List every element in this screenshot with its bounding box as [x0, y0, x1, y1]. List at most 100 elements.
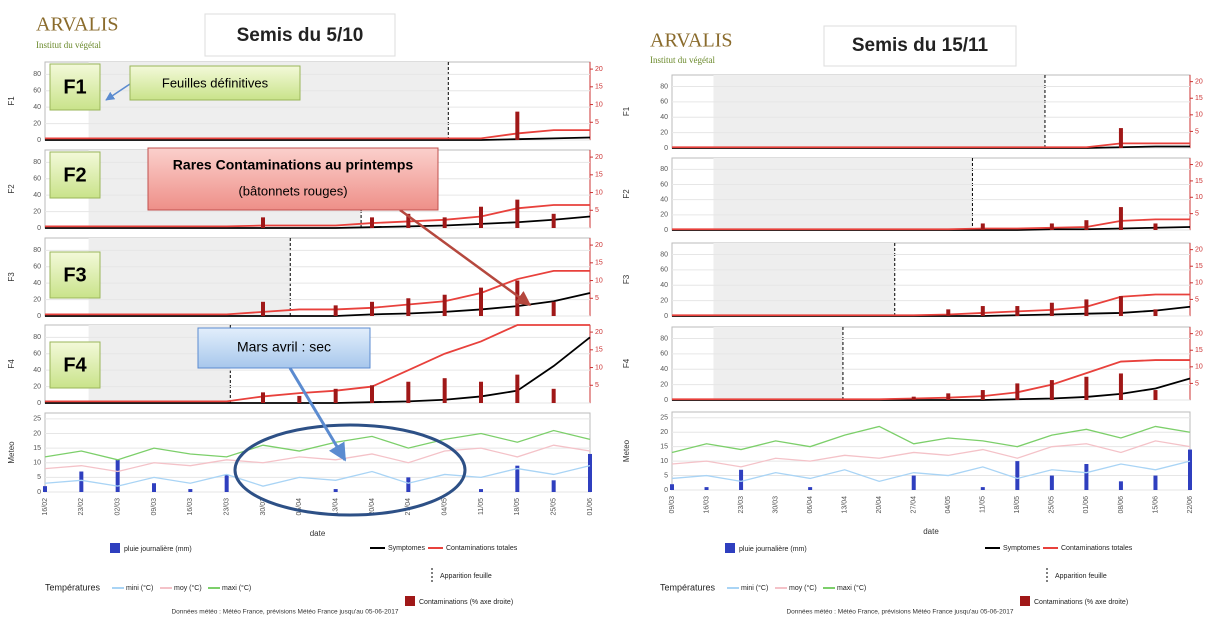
legend-label: pluie journalière (mm)	[739, 546, 807, 553]
bar	[911, 475, 916, 490]
y-axis-label: F1	[622, 106, 631, 116]
y-tick-label: 25	[660, 415, 668, 422]
legend-label: Apparition feuille	[1055, 573, 1107, 580]
y-tick-label: 5	[37, 474, 41, 481]
series-line	[671, 440, 1191, 468]
y2-tick-label: 10	[595, 277, 603, 284]
arrow	[288, 367, 347, 462]
bar	[1049, 302, 1054, 316]
x-tick-label: 25/05	[1049, 496, 1056, 514]
x-tick-label: 23/03	[738, 496, 745, 514]
bar	[370, 385, 374, 403]
y-tick-label: 80	[660, 166, 668, 173]
y-tick-label: 80	[33, 334, 41, 341]
y-tick-label: 10	[33, 460, 41, 467]
bar	[739, 469, 744, 490]
bar	[980, 306, 985, 316]
x-tick-label: 04/05	[442, 498, 449, 516]
y2-tick-label: 20	[1195, 330, 1203, 337]
y2-tick-label: 5	[595, 119, 599, 126]
x-tick-label: 02/03	[115, 498, 122, 516]
y2-tick-label: 5	[595, 295, 599, 302]
y-tick-label: 20	[660, 297, 668, 304]
bar	[551, 480, 556, 492]
legend-swatch	[725, 543, 735, 553]
y2-tick-label: 15	[1195, 347, 1203, 354]
bar	[515, 199, 520, 228]
bar	[188, 489, 193, 492]
y-tick-label: 80	[660, 83, 668, 90]
x-tick-label: 16/03	[703, 496, 710, 514]
leaf-label: F2	[63, 164, 86, 186]
leaf-box	[49, 151, 101, 199]
y2-tick-label: 10	[595, 364, 603, 371]
y2-tick-label: 20	[595, 154, 603, 161]
x-axis-label: date	[923, 527, 939, 536]
note: Feuilles définitives	[162, 75, 269, 90]
annotations: F1 F2 F3 F4 Feuilles définitives Rares C…	[49, 63, 532, 517]
leaf-label: F4	[63, 354, 87, 376]
series-line	[45, 336, 591, 404]
y-tick-label: 15	[33, 445, 41, 452]
bar	[1118, 296, 1123, 316]
y-tick-label: 40	[660, 282, 668, 289]
series-line	[45, 215, 591, 229]
x-tick-label: 30/03	[260, 498, 267, 516]
bar	[551, 213, 556, 228]
y-tick-label: 0	[664, 487, 668, 494]
y-axis-label: Meteo	[622, 439, 631, 462]
x-tick-label: 30/03	[772, 496, 779, 514]
y2-tick-label: 20	[1195, 161, 1203, 168]
y-axis-label: F3	[7, 272, 16, 282]
x-tick-label: 08/06	[1118, 496, 1125, 514]
y2-tick-label: 20	[1195, 78, 1203, 85]
y-tick-label: 60	[660, 267, 668, 274]
logo-tagline: Institut du végétal	[650, 55, 715, 65]
y-tick-label: 60	[660, 99, 668, 106]
y2-tick-label: 5	[595, 382, 599, 389]
bar	[406, 213, 411, 228]
bar	[551, 388, 556, 403]
source-note: Données météo : Météo France, prévisions…	[786, 609, 1013, 616]
note-box	[147, 147, 439, 211]
legend-label: maxi (°C)	[837, 584, 866, 592]
legend-title: Températures	[45, 582, 101, 592]
y-tick-label: 20	[660, 381, 668, 388]
plot-area	[44, 412, 591, 493]
y-tick-label: 40	[660, 366, 668, 373]
y2-tick-label: 20	[595, 329, 603, 336]
bar	[808, 487, 813, 490]
y2-tick-label: 15	[595, 84, 603, 91]
y-tick-label: 40	[33, 104, 41, 111]
y-tick-label: 0	[37, 313, 41, 320]
x-tick-label: 22/06	[1187, 496, 1194, 514]
y2-tick-label: 15	[595, 347, 603, 354]
legend-label: Contaminations (% axe droite)	[419, 599, 513, 606]
y-tick-label: 0	[37, 489, 41, 496]
y-tick-label: 15	[660, 444, 668, 451]
y-tick-label: 20	[33, 208, 41, 215]
x-tick-label: 01/06	[1083, 496, 1090, 514]
leaf-label: F1	[63, 76, 86, 98]
bar	[515, 111, 520, 140]
y2-tick-label: 15	[1195, 263, 1203, 270]
y-axis-label: F2	[622, 189, 631, 199]
y2-tick-label: 5	[1195, 128, 1199, 135]
y-axis-label: Meteo	[7, 441, 16, 464]
x-tick-label: 20/04	[876, 496, 883, 514]
shaded-region	[713, 327, 843, 400]
bar	[261, 392, 265, 403]
bar	[1188, 449, 1192, 490]
bar	[442, 217, 447, 228]
series-line	[45, 292, 591, 317]
x-tick-label: 11/05	[980, 496, 987, 513]
bar	[551, 301, 556, 316]
bar	[1153, 309, 1158, 316]
legend-label: Contaminations totales	[1061, 545, 1133, 552]
bar	[479, 287, 483, 316]
legend-label: moy (°C)	[789, 584, 817, 592]
y2-tick-label: 15	[1195, 178, 1203, 185]
y-tick-label: 80	[33, 159, 41, 166]
note-box	[197, 327, 371, 369]
